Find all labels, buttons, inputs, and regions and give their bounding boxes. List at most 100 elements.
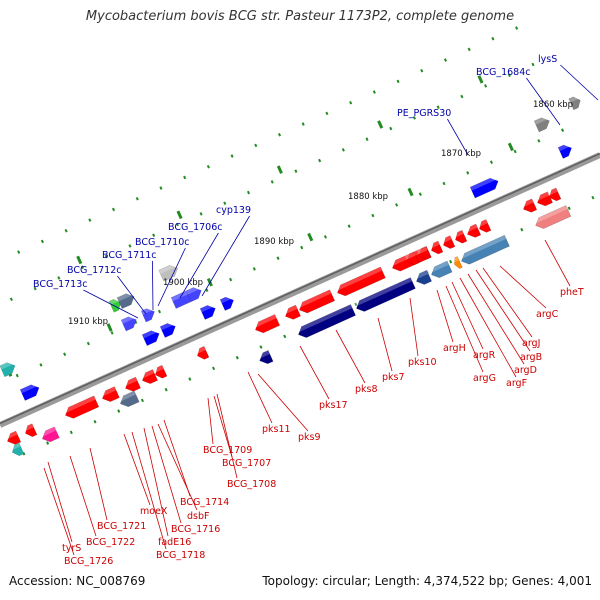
tick-mark xyxy=(507,73,511,77)
leader-line xyxy=(163,419,191,497)
tick-mark xyxy=(354,302,358,307)
leader-line xyxy=(216,393,238,479)
gene-label-fade16: fadE16 xyxy=(158,537,191,548)
kbp-labels: 1860 kbp 1870 kbp 1880 kbp 1890 kbp 1900 kbp… xyxy=(68,100,573,327)
tick-mark xyxy=(88,218,92,222)
reverse-gene xyxy=(139,369,158,384)
leader-line xyxy=(377,317,393,372)
tick-mark xyxy=(372,90,376,94)
tick-mark xyxy=(104,254,108,259)
tick-mark xyxy=(110,331,114,335)
reverse-gene xyxy=(546,187,562,202)
leader-line xyxy=(526,77,561,126)
gene-label-argj: argJ xyxy=(522,338,540,349)
tick-mark xyxy=(412,116,416,120)
leader-line xyxy=(179,232,219,299)
gene-label-argr: argR xyxy=(473,350,496,361)
tick-mark xyxy=(318,158,322,163)
tick-mark xyxy=(491,36,495,41)
feature-box xyxy=(533,205,572,229)
tick-mark xyxy=(347,224,351,228)
tick-mark xyxy=(467,47,471,52)
tick-mark xyxy=(183,175,187,180)
tick-mark xyxy=(206,164,210,169)
leader-line xyxy=(131,431,167,550)
tick-mark xyxy=(112,207,116,212)
tick-mark xyxy=(252,267,256,271)
kbp-label: 1900 kbp xyxy=(163,278,203,288)
reverse-gene xyxy=(404,251,420,266)
leader-line xyxy=(151,425,182,524)
map-title: Mycobacterium bovis BCG str. Pasteur 117… xyxy=(85,9,515,24)
tick-mark xyxy=(223,201,227,205)
gene-label-bcg-1718: BCG_1718 xyxy=(156,550,205,561)
tick-mark xyxy=(235,355,239,360)
tick-mark xyxy=(341,148,345,152)
tick-mark xyxy=(15,373,19,378)
forward-gene xyxy=(219,294,234,311)
tick-mark xyxy=(276,256,280,260)
forward-gene xyxy=(141,328,160,346)
forward-gene xyxy=(159,320,176,338)
pks-gene xyxy=(295,304,356,338)
reverse-gene xyxy=(464,223,482,238)
gene-label-phet: pheT xyxy=(560,287,584,298)
tick-mark xyxy=(39,363,43,367)
feature-box xyxy=(158,262,179,282)
arg-gene xyxy=(458,234,510,265)
forward-gene xyxy=(140,306,155,323)
tick-mark xyxy=(157,309,162,314)
reverse-gene xyxy=(252,314,281,334)
pks-gene xyxy=(413,269,432,285)
topology-text: Topology: circular; Length: 4,374,522 bp… xyxy=(262,574,592,588)
tick-mark xyxy=(188,377,192,381)
tick-mark xyxy=(64,228,68,233)
tick-mark xyxy=(254,143,258,148)
feature-box xyxy=(568,94,581,111)
forward-gene xyxy=(199,302,216,320)
leader-line xyxy=(459,277,517,378)
major-tick-mark xyxy=(507,142,514,152)
major-tick-mark xyxy=(76,255,83,265)
gene-label-argf: argF xyxy=(506,378,527,389)
reverse-gene xyxy=(62,395,100,419)
kbp-label: 1890 kbp xyxy=(254,237,294,247)
major-tick-mark xyxy=(377,120,384,129)
tick-mark xyxy=(246,190,251,195)
reverse-gene xyxy=(194,346,210,360)
gene-label-argb: argB xyxy=(520,352,542,363)
gene-label-argd: argD xyxy=(514,365,537,376)
gene-label-pks17: pks17 xyxy=(319,400,348,411)
tick-mark xyxy=(17,250,21,254)
reverse-gene xyxy=(452,229,468,244)
arg-gene xyxy=(428,260,453,279)
tick-mark xyxy=(371,213,375,218)
leader-line xyxy=(447,118,469,156)
leader-line xyxy=(69,455,97,537)
leader-line xyxy=(213,395,233,458)
tick-mark xyxy=(531,62,535,67)
kbp-label: 1880 kbp xyxy=(348,192,388,202)
tick-mark xyxy=(325,111,329,116)
tick-mark xyxy=(69,430,73,435)
major-tick-mark xyxy=(106,323,113,332)
reverse-gene xyxy=(122,376,141,392)
gene-label-bcg-1706c: BCG_1706c xyxy=(168,222,223,233)
gene-label-cyp139: cyp139 xyxy=(216,205,251,216)
tick-mark xyxy=(175,222,179,227)
major-tick-mark xyxy=(477,75,484,84)
kbp-label: 1910 kbp xyxy=(68,317,108,327)
tick-mark xyxy=(466,171,470,175)
tick-mark xyxy=(259,345,263,349)
forward-gene xyxy=(185,285,202,303)
gene-label-bcg-1726: BCG_1726 xyxy=(64,556,113,567)
gene-label-pks9: pks9 xyxy=(298,432,321,443)
arg-gene xyxy=(451,256,463,269)
leader-line xyxy=(299,345,330,400)
tick-mark xyxy=(135,196,139,201)
reverse-gene xyxy=(476,219,492,233)
feature-box xyxy=(9,442,25,457)
gene-label-bcg-1710c: BCG_1710c xyxy=(135,237,190,248)
tick-mark xyxy=(436,105,440,109)
gene-label-bcg-1721: BCG_1721 xyxy=(97,521,146,532)
